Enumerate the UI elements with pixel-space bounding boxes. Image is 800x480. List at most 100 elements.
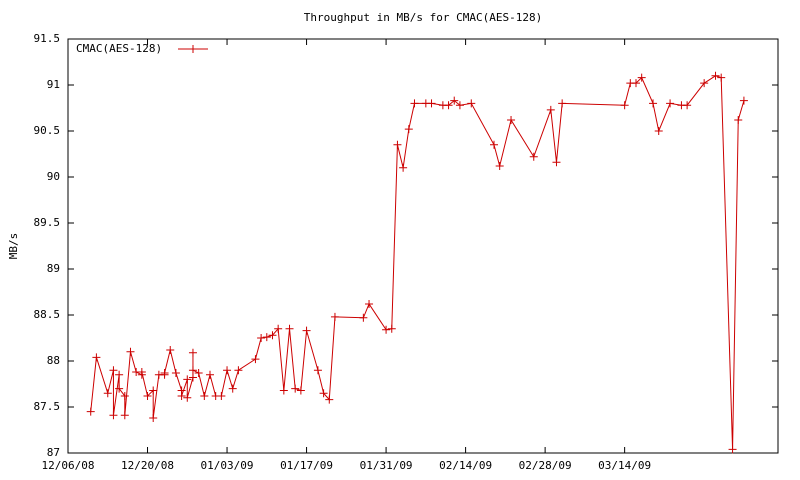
- point-marker: [188, 373, 197, 382]
- point-marker: [387, 324, 396, 333]
- point-marker: [274, 324, 283, 333]
- point-marker: [126, 347, 135, 356]
- x-tick-label: 02/28/09: [519, 459, 572, 472]
- point-marker: [620, 101, 629, 110]
- y-tick-label: 87: [47, 446, 60, 459]
- point-marker: [296, 386, 305, 395]
- point-marker: [217, 391, 226, 400]
- point-marker: [228, 384, 237, 393]
- point-marker: [291, 384, 300, 393]
- y-tick-label: 90: [47, 170, 60, 183]
- point-marker: [143, 391, 152, 400]
- point-marker: [404, 125, 413, 134]
- point-marker: [632, 79, 640, 88]
- point-marker: [552, 158, 561, 167]
- point-marker: [188, 348, 197, 357]
- point-marker: [467, 99, 476, 108]
- chart-title: Throughput in MB/s for CMAC(AES-128): [304, 11, 542, 24]
- point-marker: [365, 299, 374, 308]
- point-marker: [223, 366, 232, 375]
- point-marker: [490, 140, 498, 149]
- point-marker: [700, 79, 709, 88]
- point-marker: [382, 325, 391, 334]
- point-marker: [507, 115, 516, 124]
- point-marker: [109, 366, 118, 375]
- point-marker: [115, 370, 124, 379]
- point-marker: [330, 312, 339, 321]
- y-axis-label: MB/s: [7, 233, 20, 260]
- point-marker: [268, 331, 277, 340]
- y-tick-label: 88.5: [34, 308, 61, 321]
- y-tick-label: 89: [47, 262, 60, 275]
- point-marker: [734, 115, 743, 124]
- x-tick-label: 01/03/09: [201, 459, 254, 472]
- point-marker: [194, 368, 203, 377]
- point-marker: [450, 96, 459, 105]
- legend-label: CMAC(AES-128): [76, 42, 162, 55]
- point-marker: [717, 73, 726, 82]
- point-marker: [529, 152, 538, 161]
- point-marker: [319, 389, 328, 398]
- point-marker: [206, 370, 214, 379]
- point-marker: [149, 386, 158, 395]
- x-tick-label: 12/06/08: [42, 459, 95, 472]
- point-marker: [171, 368, 180, 377]
- point-marker: [137, 368, 146, 377]
- x-tick-label: 03/14/09: [598, 459, 651, 472]
- point-marker: [393, 140, 402, 149]
- point-marker: [399, 163, 408, 172]
- legend-marker: [189, 45, 197, 53]
- point-marker: [739, 96, 748, 105]
- point-marker: [666, 99, 675, 108]
- y-tick-label: 87.5: [34, 400, 61, 413]
- point-marker: [546, 105, 555, 114]
- y-tick-label: 88: [47, 354, 60, 367]
- point-marker: [649, 99, 658, 108]
- point-marker: [325, 395, 334, 404]
- x-tick-label: 12/20/08: [121, 459, 174, 472]
- point-marker: [711, 71, 720, 80]
- point-marker: [177, 391, 186, 400]
- point-marker: [558, 99, 567, 108]
- point-marker: [120, 391, 129, 400]
- point-marker: [302, 326, 311, 335]
- x-tick-label: 02/14/09: [439, 459, 492, 472]
- point-marker: [279, 386, 288, 395]
- y-tick-label: 90.5: [34, 124, 61, 137]
- plot-border: [67, 38, 779, 454]
- point-marker: [166, 345, 175, 354]
- point-marker: [183, 393, 192, 402]
- y-tick-label: 91: [47, 78, 60, 91]
- point-marker: [234, 366, 243, 375]
- point-marker: [313, 366, 322, 375]
- point-marker: [654, 127, 663, 135]
- point-marker: [637, 73, 646, 82]
- point-marker: [86, 407, 95, 416]
- y-tick-label: 91.5: [34, 32, 61, 45]
- point-marker: [103, 389, 112, 398]
- point-marker: [120, 411, 129, 420]
- point-marker: [285, 324, 294, 333]
- y-tick-label: 89.5: [34, 216, 61, 229]
- point-marker: [427, 99, 436, 108]
- point-marker: [183, 375, 192, 384]
- point-marker: [188, 366, 197, 375]
- point-marker: [444, 101, 453, 110]
- x-tick-label: 01/31/09: [360, 459, 413, 472]
- point-marker: [92, 353, 101, 362]
- point-marker: [115, 384, 124, 393]
- point-marker: [257, 334, 266, 342]
- point-marker: [160, 368, 169, 377]
- point-marker: [109, 411, 118, 420]
- point-marker: [728, 445, 737, 454]
- point-marker: [455, 101, 464, 110]
- point-marker: [251, 355, 260, 364]
- x-tick-label: 01/17/09: [280, 459, 333, 472]
- point-marker: [200, 391, 209, 400]
- point-marker: [495, 161, 504, 170]
- point-marker: [410, 99, 419, 108]
- point-marker: [149, 414, 158, 423]
- point-marker: [262, 333, 271, 342]
